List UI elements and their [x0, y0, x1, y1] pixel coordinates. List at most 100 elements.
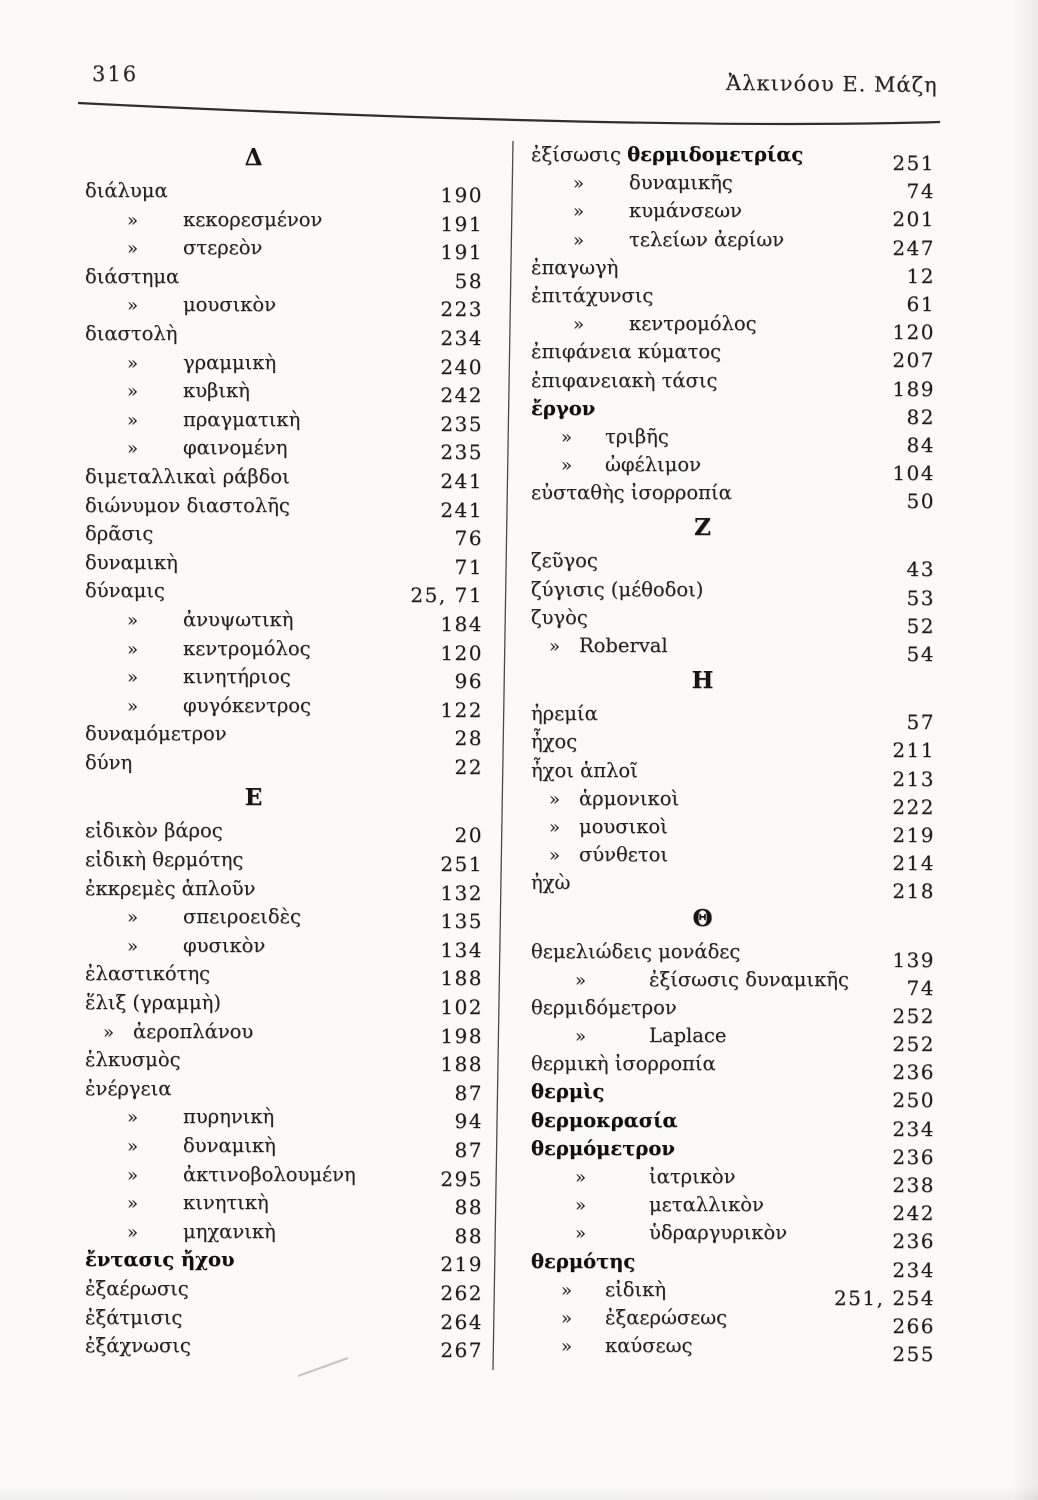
entry-page-number: 25, 71: [410, 583, 483, 608]
entry-label: τελείων ἀερίων: [629, 227, 785, 251]
entry-label-bold-part: θερμιδομετρίας: [627, 143, 804, 166]
index-row: ἔργον 82: [531, 396, 935, 429]
entry-page-number: 82: [906, 404, 935, 429]
entry-page-number: 120: [892, 320, 935, 345]
index-row: » πραγματικὴ 235: [85, 407, 483, 436]
entry-label: ἐπαγωγὴ: [531, 255, 619, 279]
index-row: ἐξάτμισις 264: [85, 1305, 483, 1334]
entry-page-number: 214: [892, 851, 935, 876]
index-row: θερμὶς 250: [531, 1079, 935, 1112]
entry-label: ἀκτινοβολουμένη: [183, 1162, 356, 1186]
entry-label: εὐσταθὴς ἰσορροπία: [531, 481, 732, 505]
entry-label: εἰδικὴ θερμότης: [85, 848, 244, 872]
entry-page-number: 50: [906, 489, 935, 514]
sub-entry-marker: »: [549, 845, 561, 867]
header-rule: [77, 101, 941, 126]
index-row: ἐξαέρωσις 262: [85, 1276, 483, 1305]
entry-page-number: 28: [454, 726, 483, 751]
sub-entry-marker: »: [127, 1136, 139, 1157]
index-row: ἐκκρεμὲς ἁπλοῦν 132: [85, 876, 483, 905]
index-row: » ἐξίσωσις δυναμικῆς 74: [531, 967, 935, 1000]
entry-label: θερμότης: [531, 1249, 636, 1273]
index-row: » ἁρμονικοὶ 222: [531, 786, 935, 819]
entry-page-number: 76: [454, 526, 483, 551]
entry-label: ἠχὼ: [531, 871, 571, 895]
entry-label: μουσικὸν: [183, 293, 277, 317]
entry-label: ἀεροπλάνου: [133, 1019, 254, 1043]
entry-page-number: 61: [906, 291, 935, 316]
index-row: ζεῦγος 43: [531, 548, 935, 581]
sub-entry-marker: »: [549, 636, 561, 657]
sub-entry-marker: »: [561, 455, 573, 477]
entry-label: σύνθετοι: [579, 843, 669, 867]
entry-page-number: 262: [440, 1280, 483, 1305]
entry-page-number: 84: [906, 432, 935, 457]
entry-label: καύσεως: [605, 1334, 693, 1358]
entry-label: ὑδραργυρικὸν: [649, 1221, 788, 1245]
entry-label: ἐπιφανειακὴ τάσις: [531, 368, 718, 392]
entry-page-number: 223: [440, 297, 483, 322]
index-row: διώνυμον διαστολῆς 241: [85, 493, 483, 522]
entry-label: Laplace: [649, 1024, 727, 1048]
entry-label: θερμόμετρον: [531, 1136, 675, 1160]
entry-page-number: 139: [892, 947, 935, 972]
entry-page-number: 104: [892, 461, 935, 486]
entry-label: ἁρμονικοὶ: [579, 786, 680, 810]
entry-page-number: 264: [440, 1309, 483, 1334]
entry-label: στερεὸν: [183, 236, 263, 260]
entry-label: κεντρομόλος: [183, 636, 311, 660]
sub-entry-marker: »: [561, 1307, 573, 1329]
sub-entry-marker: »: [549, 816, 561, 838]
index-row: δύνη 22: [85, 750, 483, 779]
entry-page-number: 267: [440, 1338, 483, 1363]
entry-label: διμεταλλικαὶ ράβδοι: [85, 464, 290, 488]
entry-page-number: 252: [892, 1003, 935, 1028]
entry-label: γραμμικὴ: [183, 350, 277, 374]
entry-page-number: 88: [454, 1195, 483, 1220]
entry-page-number: 191: [440, 211, 483, 236]
entry-label: διάλυμα: [85, 179, 168, 202]
entry-label: ἐξίσωσις θερμιδομετρίας: [531, 143, 804, 166]
page-number: 316: [92, 62, 139, 86]
index-row: » κεντρομόλος 120: [531, 311, 935, 344]
index-row: » στερεὸν 191: [85, 235, 483, 264]
sub-entry-marker: »: [127, 667, 139, 689]
entry-label: φυγόκεντρος: [183, 693, 311, 717]
index-row: » τριβῆς 84: [531, 424, 935, 457]
entry-page-number: 134: [440, 937, 483, 962]
sub-entry-marker: »: [127, 295, 139, 317]
sub-entry-marker: »: [575, 1167, 587, 1188]
index-row: » μηχανικὴ 88: [85, 1219, 483, 1248]
entry-page-number: 184: [440, 611, 483, 636]
sub-entry-marker: »: [561, 426, 573, 448]
entry-page-number: 218: [892, 879, 935, 904]
entry-label: ἰατρικὸν: [649, 1165, 736, 1188]
entry-page-number: 88: [454, 1223, 483, 1248]
sub-entry-marker: »: [575, 1195, 587, 1217]
entry-label: κεντρομόλος: [629, 312, 757, 336]
index-row: δρᾶσις 76: [85, 521, 483, 550]
entry-label: ἦχος: [531, 730, 578, 754]
index-row: » κυβικὴ 242: [85, 378, 483, 407]
index-row: ἠχὼ 218: [531, 870, 935, 903]
entry-label: ἐξίσωσις δυναμικῆς: [649, 967, 849, 991]
sub-entry-marker: »: [127, 1221, 139, 1243]
index-row: διμεταλλικαὶ ράβδοι 241: [85, 464, 483, 493]
entry-label: ἐνέργεια: [85, 1076, 172, 1100]
entry-page-number: 295: [440, 1166, 483, 1191]
index-row: » ἀνυψωτικὴ 184: [85, 607, 483, 636]
entry-page-number: 234: [892, 1116, 935, 1141]
index-row: ἑλκυσμὸς 188: [85, 1047, 483, 1076]
entry-label: θερμοκρασία: [531, 1108, 678, 1132]
entry-page-number: 238: [892, 1173, 935, 1197]
entry-label: ἔργον: [531, 396, 596, 420]
running-title: Ἀλκινόου Ε. Μάζη: [726, 70, 939, 98]
index-row: » πυρηνικὴ 94: [85, 1104, 483, 1133]
sub-entry-marker: »: [573, 173, 585, 195]
entry-page-number: 53: [906, 585, 935, 610]
entry-page-number: 240: [440, 354, 483, 379]
entry-label: ἠρεμία: [531, 702, 598, 726]
sub-entry-marker: »: [575, 1223, 587, 1245]
entry-label: πυρηνικὴ: [183, 1105, 275, 1129]
sub-entry-marker: »: [573, 314, 585, 336]
